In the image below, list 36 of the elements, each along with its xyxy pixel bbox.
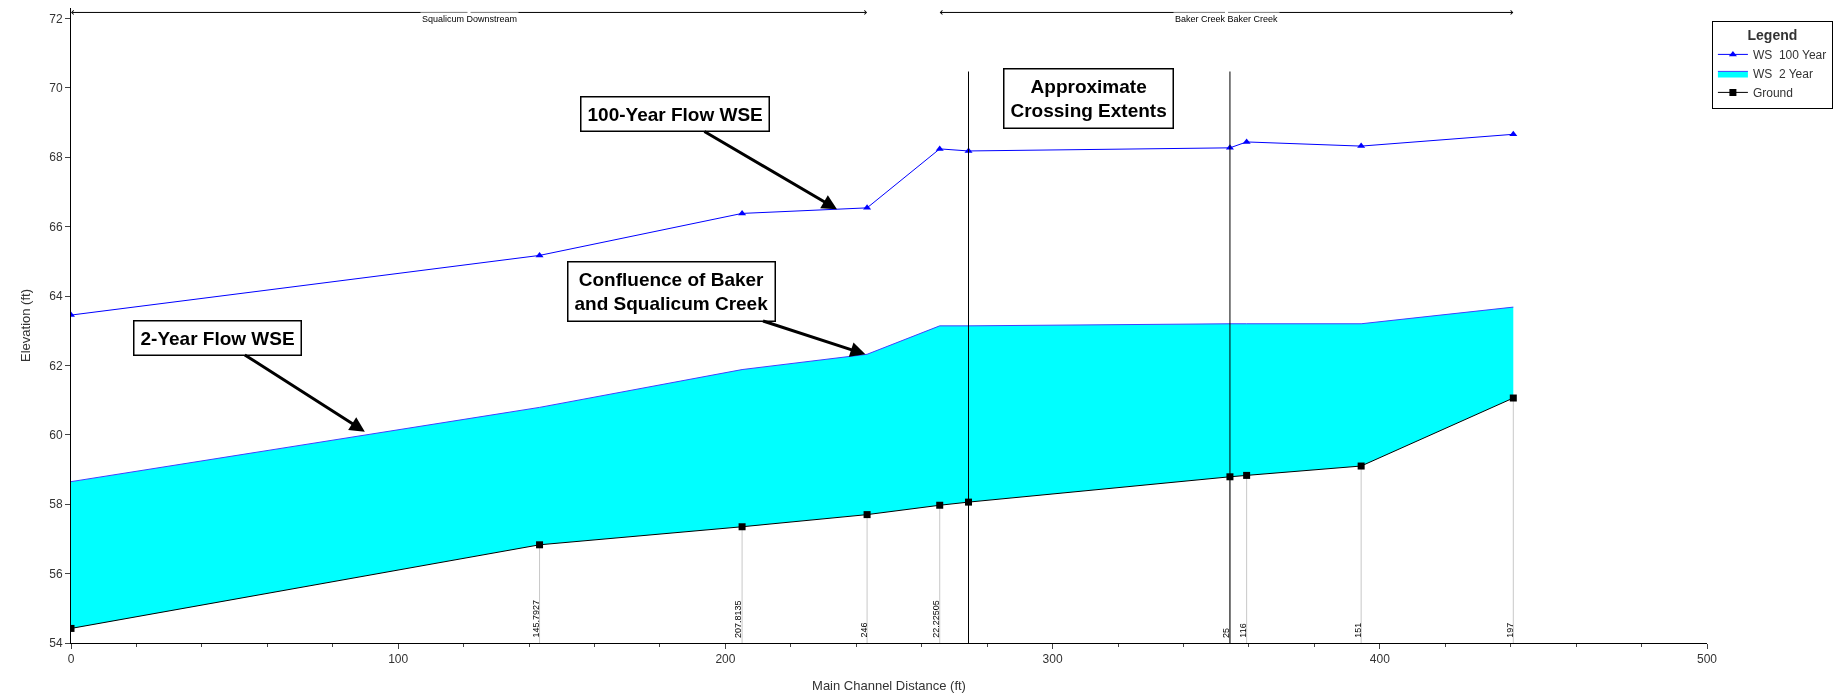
y-tick-label: 58: [49, 497, 63, 512]
annotation: 100-Year Flow WSE: [587, 103, 763, 125]
y-tick-label: 60: [49, 428, 63, 442]
annotation: 151: [1352, 622, 1363, 638]
y-tick-label: 70: [49, 81, 63, 96]
y-tick-label: 56: [49, 566, 63, 581]
x-tick-label: 200: [715, 652, 736, 667]
annotation: 197: [1504, 622, 1515, 638]
x-tick-label: 500: [1696, 652, 1718, 667]
y-tick-label: 54: [49, 636, 63, 651]
legend-label: WS 2 Year: [1752, 67, 1813, 82]
annotation: 207.8135: [733, 600, 744, 639]
y-tick-label: 62: [49, 358, 63, 373]
annotation: 22.22505: [930, 600, 941, 638]
annotation: Approximate Crossing Extents: [1010, 75, 1167, 122]
annotation: Confluence of Baker and Squalicum Creek: [574, 268, 769, 315]
y-tick-label: 72: [49, 11, 63, 26]
x-axis-title: Main Channel Distance (ft): [812, 678, 966, 693]
x-tick-label: 300: [1042, 652, 1063, 667]
annotation: Baker Creek Baker Creek: [1175, 14, 1279, 24]
x-tick-label: 0: [67, 652, 75, 667]
annotation: 2-Year Flow WSE: [140, 327, 295, 349]
annotation: 145.7927: [530, 600, 541, 638]
y-tick-label: 64: [49, 289, 63, 304]
legend-title: Legend: [1747, 26, 1798, 43]
annotation: 25: [1220, 627, 1231, 638]
x-tick-label: 100: [388, 652, 409, 667]
annotation: 246: [858, 622, 869, 638]
annotation: 116: [1237, 623, 1248, 638]
annotation: Squalicum Downstream: [422, 14, 518, 24]
x-tick-label: 400: [1369, 652, 1391, 667]
legend-label: WS 100 Year: [1752, 48, 1827, 63]
legend-label: Ground: [1752, 86, 1793, 101]
y-tick-label: 68: [49, 150, 63, 165]
y-axis-title: Elevation (ft): [18, 289, 34, 362]
y-tick-label: 66: [49, 219, 63, 234]
